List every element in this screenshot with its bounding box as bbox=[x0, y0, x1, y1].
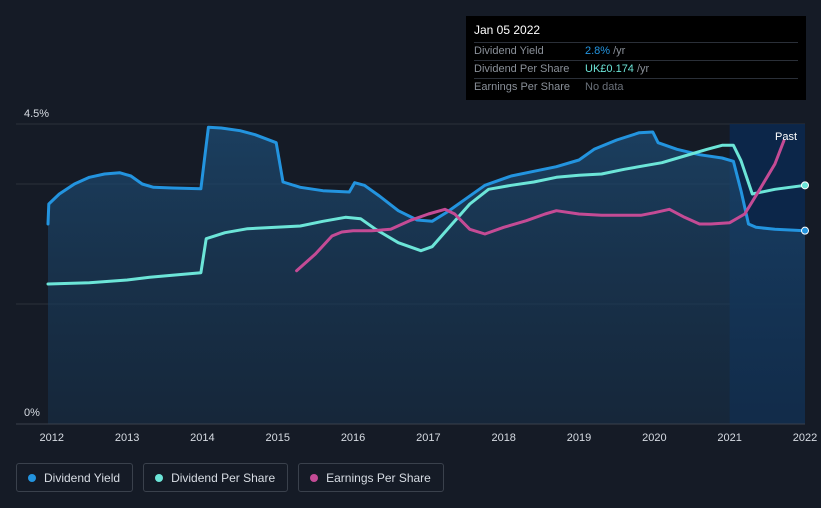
x-tick-label: 2017 bbox=[416, 432, 440, 444]
legend-label: Dividend Yield bbox=[44, 470, 121, 485]
x-tick-label: 2015 bbox=[265, 432, 289, 444]
legend-item-dividend-per-share[interactable]: Dividend Per Share bbox=[143, 463, 289, 492]
tooltip: Jan 05 2022 Dividend Yield 2.8% /yr Divi… bbox=[466, 16, 806, 100]
x-tick-label: 2020 bbox=[642, 432, 666, 444]
legend-dot-icon bbox=[310, 473, 319, 482]
series-line-dividend-per-share bbox=[46, 143, 807, 286]
series-area-0 bbox=[48, 127, 805, 425]
legend-item-dividend-yield[interactable]: Dividend Yield bbox=[16, 463, 134, 492]
y-tick-label-top: 4.5% bbox=[24, 108, 49, 120]
x-tick-label: 2021 bbox=[717, 432, 741, 444]
tooltip-unit: /yr bbox=[613, 45, 626, 57]
legend: Dividend Yield Dividend Per Share Earnin… bbox=[16, 463, 444, 492]
tooltip-date: Jan 05 2022 bbox=[474, 22, 798, 43]
x-tick-label: 2014 bbox=[190, 432, 214, 444]
legend-dot-icon bbox=[28, 473, 36, 482]
tooltip-label: Earnings Per Share bbox=[474, 81, 570, 93]
tooltip-value: 2.8% bbox=[585, 45, 611, 57]
series-line-dividend-yield bbox=[46, 125, 807, 233]
y-tick-label-bottom: 0% bbox=[24, 407, 40, 419]
tooltip-label: Dividend Yield bbox=[474, 45, 544, 57]
x-tick-label: 2012 bbox=[40, 432, 64, 444]
tooltip-row-earnings-per-share: Earnings Per Share No data bbox=[474, 79, 798, 96]
series-end-marker bbox=[801, 181, 809, 190]
tooltip-row-dividend-yield: Dividend Yield 2.8% /yr bbox=[474, 43, 798, 61]
legend-label: Earnings Per Share bbox=[326, 470, 431, 485]
x-tick-label: 2022 bbox=[793, 432, 817, 444]
chart-area: 4.5% 0% 2012 2013 2014 2015 2016 2017 2018 2019 20… bbox=[16, 108, 817, 444]
x-tick-label: 2016 bbox=[341, 432, 365, 444]
past-label: Past bbox=[775, 131, 797, 143]
series-end-marker bbox=[801, 226, 809, 235]
x-tick-label: 2013 bbox=[115, 432, 139, 444]
series-line-earnings-per-share bbox=[295, 139, 786, 273]
x-tick-label: 2019 bbox=[567, 432, 591, 444]
tooltip-value: No data bbox=[585, 81, 624, 93]
legend-dot-icon bbox=[155, 473, 164, 482]
x-tick-label: 2018 bbox=[491, 432, 515, 444]
legend-item-earnings-per-share[interactable]: Earnings Per Share bbox=[298, 463, 444, 492]
tooltip-label: Dividend Per Share bbox=[474, 63, 570, 75]
legend-label: Dividend Per Share bbox=[171, 470, 276, 485]
tooltip-value: UK£0.174 bbox=[585, 63, 634, 75]
tooltip-row-dividend-per-share: Dividend Per Share UK£0.174 /yr bbox=[474, 61, 798, 79]
tooltip-unit: /yr bbox=[636, 63, 650, 75]
